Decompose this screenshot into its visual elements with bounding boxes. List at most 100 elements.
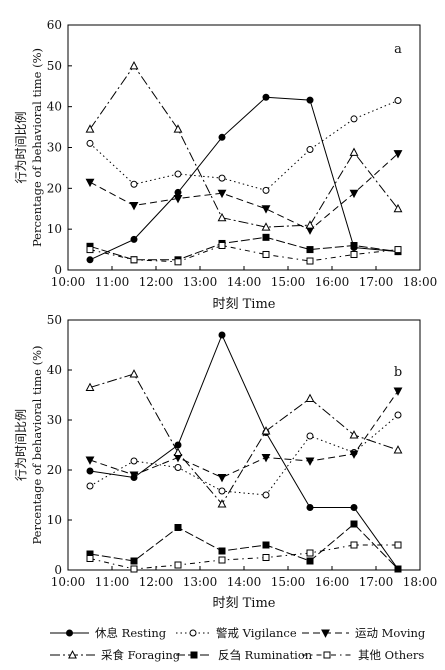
x-tick-label: 10:00 (51, 275, 86, 289)
x-tick-label: 10:00 (51, 575, 86, 589)
data-point-others (306, 257, 314, 265)
legend-item-moving: 运动 Moving (302, 626, 426, 640)
legend: 休息 Resting 警戒 Vigilance 运动 Moving 采食 Foragi… (50, 626, 426, 662)
data-point-vigilance (174, 170, 182, 178)
data-point-resting (174, 188, 182, 196)
y-axis-title-cn: 行为时间比例 (14, 409, 28, 481)
y-tick-label: 20 (47, 181, 62, 195)
series-line-moving (89, 390, 399, 479)
x-tick-label: 11:00 (95, 275, 130, 289)
data-point-foraging (85, 382, 95, 391)
data-point-vigilance (262, 491, 270, 499)
x-tick-label: 18:00 (403, 575, 438, 589)
data-point-moving (217, 189, 227, 199)
data-point-others (262, 250, 270, 258)
data-point-vigilance (174, 464, 182, 471)
data-point-rumination (350, 520, 358, 528)
data-point-others (130, 256, 138, 264)
x-tick-label: 16:00 (315, 275, 350, 289)
data-point-vigilance (218, 174, 226, 182)
data-point-vigilance (86, 482, 94, 490)
legend-item-vigilance: 警戒 Vigilance (176, 626, 297, 640)
series-line-vigilance (89, 100, 399, 191)
data-point-others (218, 556, 226, 564)
data-point-foraging (129, 60, 139, 70)
legend-label-foraging: 采食 Foraging (101, 648, 181, 662)
data-point-moving (173, 195, 183, 204)
data-point-others (262, 554, 270, 561)
series-rumination (86, 520, 402, 573)
series-line-resting (89, 333, 399, 570)
data-point-vigilance (350, 115, 358, 123)
x-tick-label: 17:00 (359, 275, 394, 289)
panel-label: a (394, 42, 402, 57)
data-point-others (174, 561, 182, 569)
data-point-others (350, 250, 358, 258)
x-tick-label: 17:00 (359, 575, 394, 589)
y-tick-label: 30 (47, 413, 62, 427)
series-line-others (89, 544, 398, 570)
data-point-others (86, 555, 94, 562)
panel-a: 0 10 20 30 40 50 60 10:00 11:00 12:00 13:00 14:00 15… (14, 18, 437, 312)
data-point-moving (393, 387, 403, 396)
y-tick-label: 0 (54, 263, 62, 277)
data-point-vigilance (306, 432, 314, 440)
data-point-resting (306, 96, 314, 104)
data-point-rumination (394, 565, 402, 573)
series-vigilance (86, 97, 402, 194)
legend-item-rumination: 反刍 Rumination (176, 648, 313, 662)
series-foraging (85, 60, 403, 231)
data-point-resting (306, 504, 314, 511)
legend-label-moving: 运动 Moving (355, 626, 426, 640)
data-point-moving (349, 450, 359, 459)
x-tick-label: 18:00 (403, 275, 438, 289)
data-point-others (130, 565, 138, 573)
legend-marker-resting (66, 629, 73, 637)
x-axis-title: 时刻 Time (213, 297, 276, 312)
data-point-others (174, 258, 182, 266)
data-point-moving (129, 471, 139, 480)
x-tick-label: 14:00 (227, 575, 262, 589)
data-point-foraging (173, 447, 183, 456)
legend-item-others: 其他 Others (302, 648, 424, 662)
data-point-vigilance (394, 411, 402, 419)
series-line-rumination (89, 523, 399, 570)
data-point-moving (393, 150, 403, 159)
y-tick-label: 50 (47, 59, 62, 73)
y-tick-label: 30 (47, 141, 62, 155)
data-point-vigilance (130, 180, 138, 188)
series-others (86, 242, 402, 266)
data-point-resting (218, 133, 226, 141)
series-moving (85, 150, 403, 235)
x-tick-label: 12:00 (139, 575, 174, 589)
y-tick-label: 10 (47, 222, 62, 236)
legend-marker-others (323, 651, 331, 659)
data-point-resting (262, 93, 270, 101)
legend-item-foraging: 采食 Foraging (50, 648, 181, 662)
data-point-vigilance (218, 487, 226, 495)
data-point-others (86, 246, 94, 254)
data-point-resting (174, 441, 182, 449)
legend-marker-rumination (190, 651, 198, 659)
data-point-foraging (261, 426, 271, 435)
x-tick-label: 13:00 (183, 275, 218, 289)
data-point-rumination (262, 233, 270, 241)
data-point-moving (305, 457, 315, 466)
legend-item-resting: 休息 Resting (50, 626, 167, 640)
data-point-vigilance (306, 146, 314, 154)
legend-marker-moving (321, 629, 330, 638)
data-point-foraging (217, 499, 227, 508)
data-point-resting (86, 467, 94, 475)
data-point-rumination (174, 524, 182, 531)
data-point-foraging (349, 147, 359, 156)
data-point-resting (86, 256, 94, 264)
y-tick-label: 20 (47, 463, 62, 477)
legend-label-others: 其他 Others (358, 648, 424, 662)
data-point-rumination (306, 246, 314, 254)
series-moving (85, 387, 403, 483)
data-point-rumination (350, 242, 358, 249)
data-point-moving (261, 454, 271, 463)
y-tick-label: 40 (47, 363, 62, 377)
panel-label: b (394, 365, 402, 380)
